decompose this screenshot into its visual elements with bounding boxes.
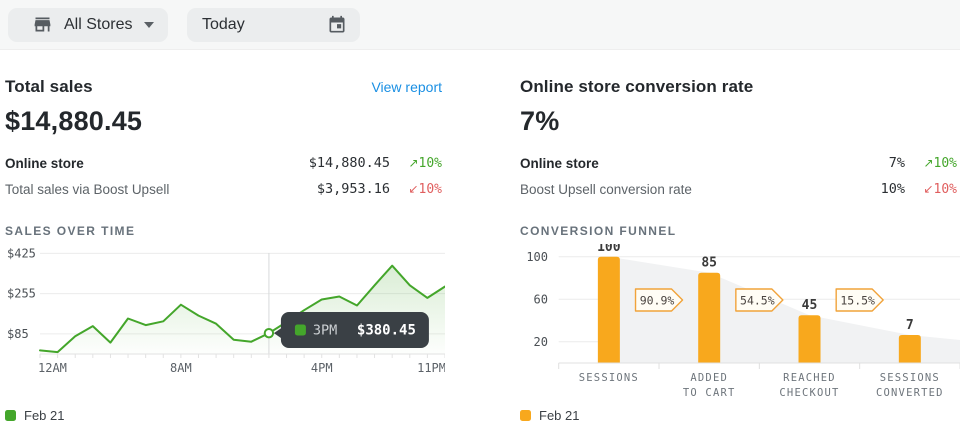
date-selector-label: Today — [202, 15, 245, 33]
legend-swatch-orange — [520, 410, 531, 421]
sales-chart-legend: Feb 21 — [5, 408, 442, 423]
svg-text:100: 100 — [526, 250, 548, 264]
total-sales-title: Total sales — [5, 77, 93, 96]
svg-text:SESSIONS: SESSIONS — [880, 372, 940, 384]
svg-text:11PM: 11PM — [417, 361, 445, 375]
trend-up-icon: ↗ — [408, 155, 419, 170]
svg-text:54.5%: 54.5% — [740, 294, 775, 308]
total-sales-panel: Total sales View report $14,880.45 Onlin… — [5, 50, 445, 423]
chevron-down-icon — [144, 21, 154, 28]
legend-label: Feb 21 — [24, 408, 65, 423]
svg-text:100: 100 — [597, 244, 621, 255]
svg-text:60: 60 — [534, 292, 548, 306]
svg-text:20: 20 — [534, 335, 548, 349]
metric-value: $14,880.45 — [308, 155, 390, 171]
top-bar: All Stores Today — [0, 0, 960, 50]
svg-text:$255: $255 — [7, 287, 36, 301]
store-selector-button[interactable]: All Stores — [8, 7, 168, 42]
metric-row-online-store-sales: Online store $14,880.45 ↗10% — [5, 150, 442, 176]
svg-text:$380.45: $380.45 — [357, 323, 416, 339]
legend-label: Feb 21 — [539, 408, 580, 423]
trend-up-icon: ↗ — [923, 155, 934, 170]
metric-row-online-store-rate: Online store 7% ↗10% — [520, 150, 957, 176]
metric-label: Total sales via Boost Upsell — [5, 181, 170, 197]
metric-value: 7% — [888, 155, 905, 171]
metric-row-boost-upsell-rate: Boost Upsell conversion rate 10% ↙10% — [520, 176, 957, 202]
metric-delta: ↗10% — [408, 155, 442, 171]
svg-text:15.5%: 15.5% — [840, 294, 875, 308]
svg-text:45: 45 — [802, 298, 818, 313]
metric-value: 10% — [880, 181, 905, 197]
svg-text:85: 85 — [701, 256, 717, 271]
metric-delta: ↙10% — [408, 181, 442, 197]
svg-text:ADDED: ADDED — [690, 372, 728, 384]
metric-label: Online store — [520, 155, 599, 171]
view-report-link[interactable]: View report — [371, 79, 442, 95]
conversion-rate-value: 7% — [520, 106, 560, 136]
conversion-rate-panel: Online store conversion rate 7% Online s… — [520, 50, 960, 423]
sales-over-time-chart[interactable]: $425 $255 $85 12AM 8AM 4PM 11PM 3PM $380.45 — [5, 244, 445, 382]
storefront-icon — [32, 14, 53, 35]
svg-text:REACHED: REACHED — [783, 372, 836, 384]
svg-text:SESSIONS: SESSIONS — [579, 372, 639, 384]
sales-over-time-heading: SALES OVER TIME — [5, 224, 136, 238]
svg-text:$85: $85 — [7, 327, 29, 341]
metric-delta: ↗10% — [923, 155, 957, 171]
legend-swatch-green — [5, 410, 16, 421]
svg-text:CHECKOUT: CHECKOUT — [779, 387, 839, 399]
store-selector-label: All Stores — [64, 15, 133, 33]
conversion-funnel-heading: CONVERSION FUNNEL — [520, 224, 677, 238]
metric-delta: ↙10% — [923, 181, 957, 197]
metric-row-boost-upsell-sales: Total sales via Boost Upsell $3,953.16 ↙… — [5, 176, 442, 202]
svg-text:4PM: 4PM — [311, 361, 333, 375]
date-selector-button[interactable]: Today — [187, 7, 360, 42]
svg-text:7: 7 — [906, 318, 914, 333]
svg-text:$425: $425 — [7, 246, 36, 260]
conversion-rate-title: Online store conversion rate — [520, 77, 754, 96]
dashboard-content: Total sales View report $14,880.45 Onlin… — [0, 50, 960, 423]
svg-text:CONVERTED: CONVERTED — [876, 387, 944, 399]
metric-label: Online store — [5, 155, 84, 171]
conversion-funnel-chart[interactable]: 100 60 20 100 85 45 7 90.9% 54.5% 15.5% SESSIONS AD… — [520, 244, 960, 402]
svg-text:8AM: 8AM — [170, 361, 192, 375]
total-sales-value: $14,880.45 — [5, 106, 143, 136]
svg-text:TO CART: TO CART — [683, 387, 736, 399]
svg-text:90.9%: 90.9% — [640, 294, 675, 308]
metric-value: $3,953.16 — [316, 181, 390, 197]
trend-down-icon: ↙ — [408, 181, 419, 196]
metric-label: Boost Upsell conversion rate — [520, 181, 692, 197]
trend-down-icon: ↙ — [923, 181, 934, 196]
funnel-chart-legend: Feb 21 — [520, 408, 957, 423]
svg-text:3PM: 3PM — [313, 323, 337, 339]
calendar-icon — [327, 15, 347, 35]
svg-text:12AM: 12AM — [38, 361, 67, 375]
